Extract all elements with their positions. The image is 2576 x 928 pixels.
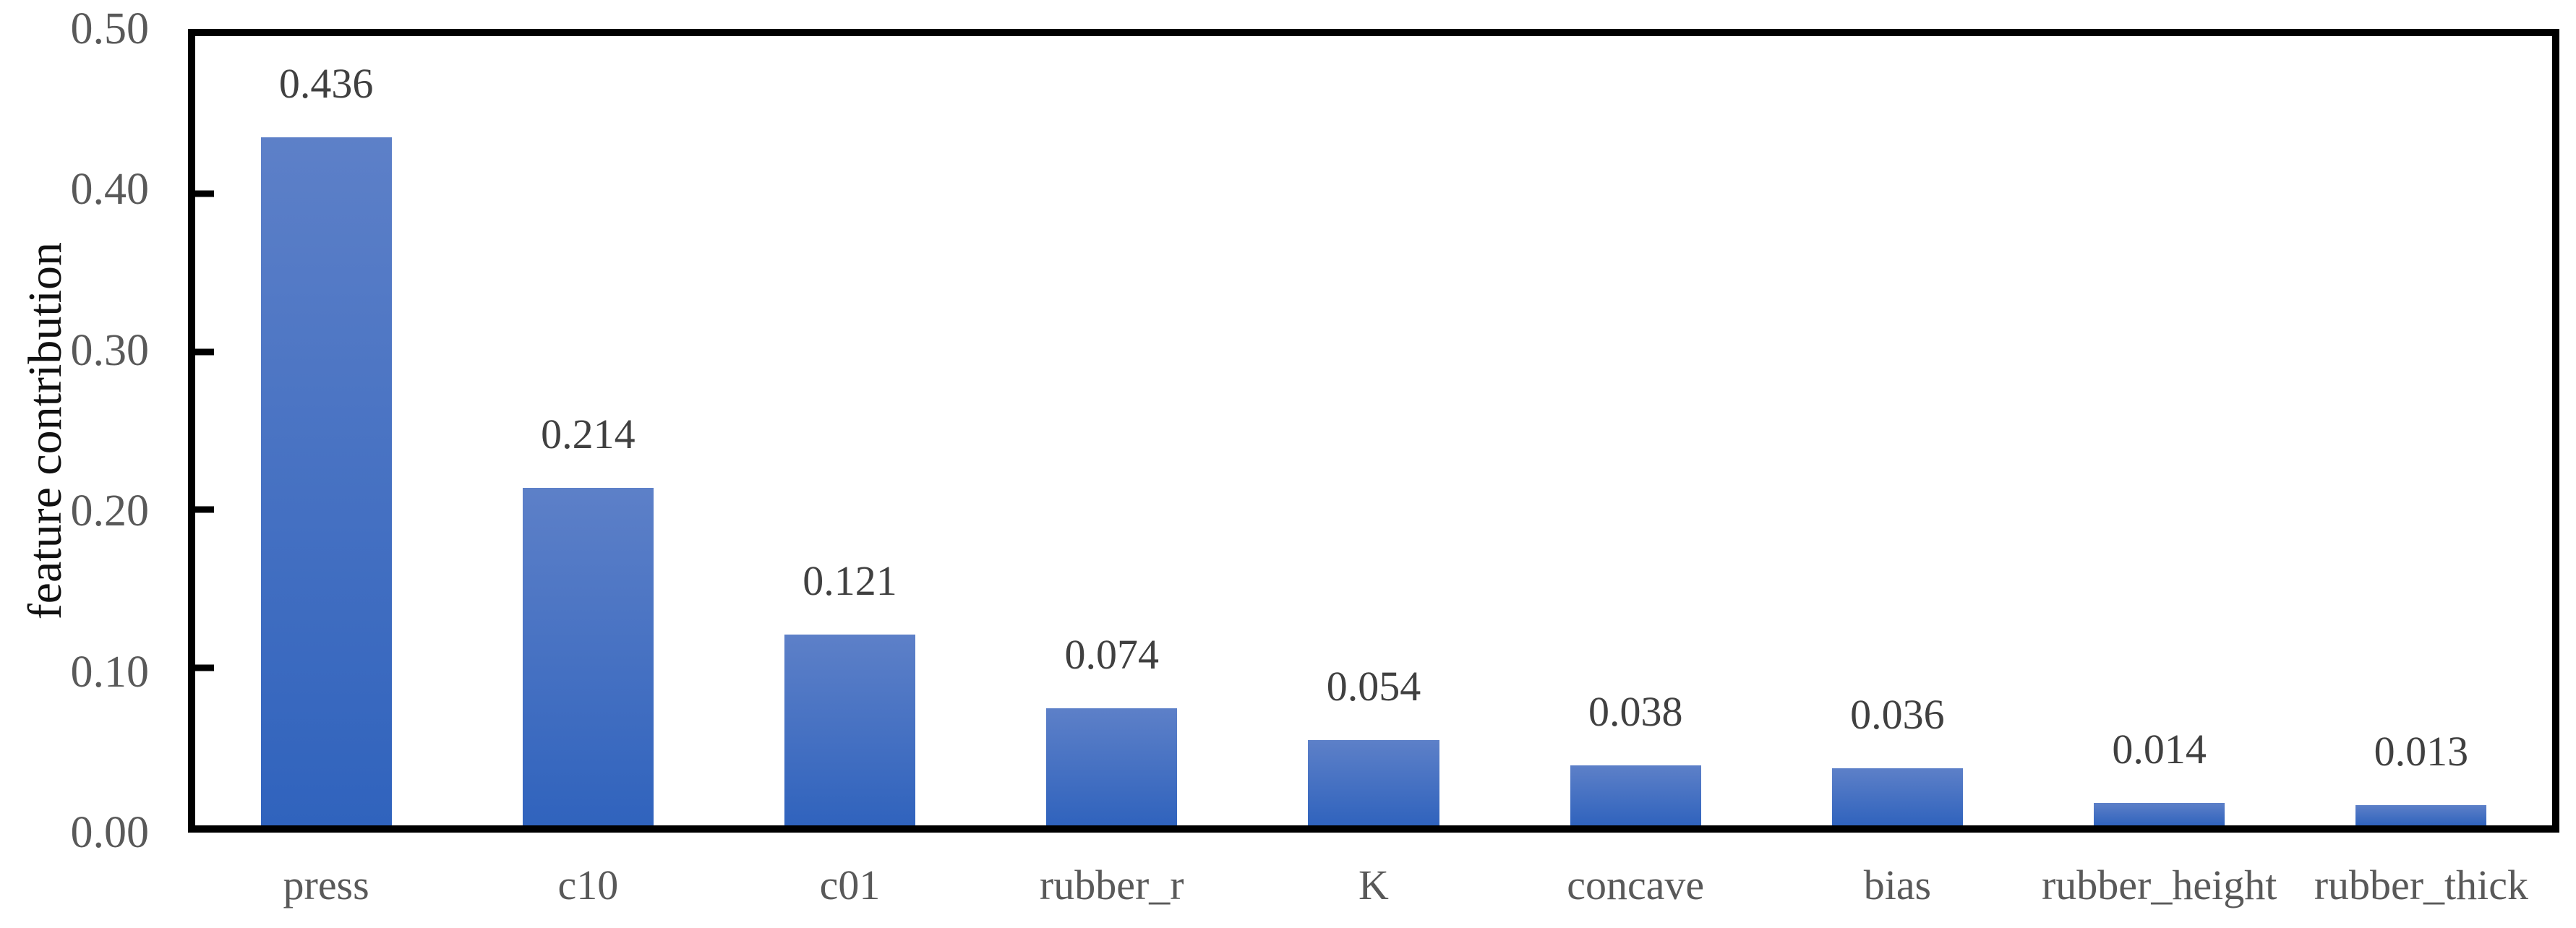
bar-slot: 0.036	[1766, 36, 2028, 825]
bar	[1831, 768, 1963, 825]
bar-slot: 0.054	[1243, 36, 1505, 825]
bar-value-label: 0.038	[1588, 688, 1683, 736]
bar-slot: 0.121	[719, 36, 980, 825]
bar	[1046, 708, 1178, 825]
y-tick-label: 0.00	[70, 808, 150, 857]
x-category-label: press	[283, 862, 369, 908]
x-category-label: rubber_thick	[2314, 862, 2529, 908]
bar	[522, 487, 654, 825]
bar-slot: 0.038	[1505, 36, 1766, 825]
x-category-label: c10	[557, 862, 619, 908]
bar	[2094, 803, 2225, 825]
bar-value-label: 0.014	[2112, 726, 2207, 773]
bar-value-label: 0.054	[1326, 663, 1421, 710]
bar-value-label: 0.036	[1850, 691, 1945, 739]
bar-slot: 0.013	[2290, 36, 2552, 825]
y-tick-mark	[195, 190, 214, 197]
y-tick-mark	[195, 664, 214, 671]
x-category-label: rubber_height	[2041, 862, 2277, 908]
y-axis-tick-labels: 0.00 0.10 0.20 0.30 0.40 0.50	[0, 7, 150, 855]
bar-value-label: 0.121	[803, 557, 897, 604]
y-tick-mark	[195, 506, 214, 513]
bar	[2355, 804, 2487, 825]
y-tick-label: 0.30	[70, 325, 150, 375]
y-tick-label: 0.40	[70, 165, 150, 215]
plot-area: 0.436 0.214 0.121 0.074 0.054 0.038 0.036 0.014…	[188, 29, 2559, 833]
bar	[260, 137, 392, 825]
x-category-label: bias	[1863, 862, 1932, 908]
bar-slot: 0.014	[2029, 36, 2290, 825]
x-category-label: rubber_r	[1039, 862, 1184, 908]
bar-slot: 0.074	[981, 36, 1243, 825]
y-tick-label: 0.10	[70, 647, 150, 697]
y-tick-label: 0.20	[70, 486, 150, 536]
bar-slot: 0.214	[457, 36, 719, 825]
bar-value-label: 0.074	[1064, 631, 1160, 679]
x-category-label: c01	[819, 862, 881, 908]
bar	[1308, 740, 1439, 825]
x-category-label: concave	[1567, 862, 1705, 908]
bar-value-label: 0.013	[2374, 727, 2469, 775]
y-tick-label: 0.50	[70, 4, 150, 53]
bar	[1570, 765, 1701, 825]
x-category-label: K	[1358, 862, 1389, 908]
bar	[784, 634, 916, 825]
bar-slot: 0.436	[195, 36, 457, 825]
bar-value-label: 0.214	[541, 410, 636, 457]
y-tick-mark	[195, 348, 214, 356]
bars-container: 0.436 0.214 0.121 0.074 0.054 0.038 0.036 0.014…	[195, 36, 2552, 825]
bar-value-label: 0.436	[278, 59, 374, 107]
